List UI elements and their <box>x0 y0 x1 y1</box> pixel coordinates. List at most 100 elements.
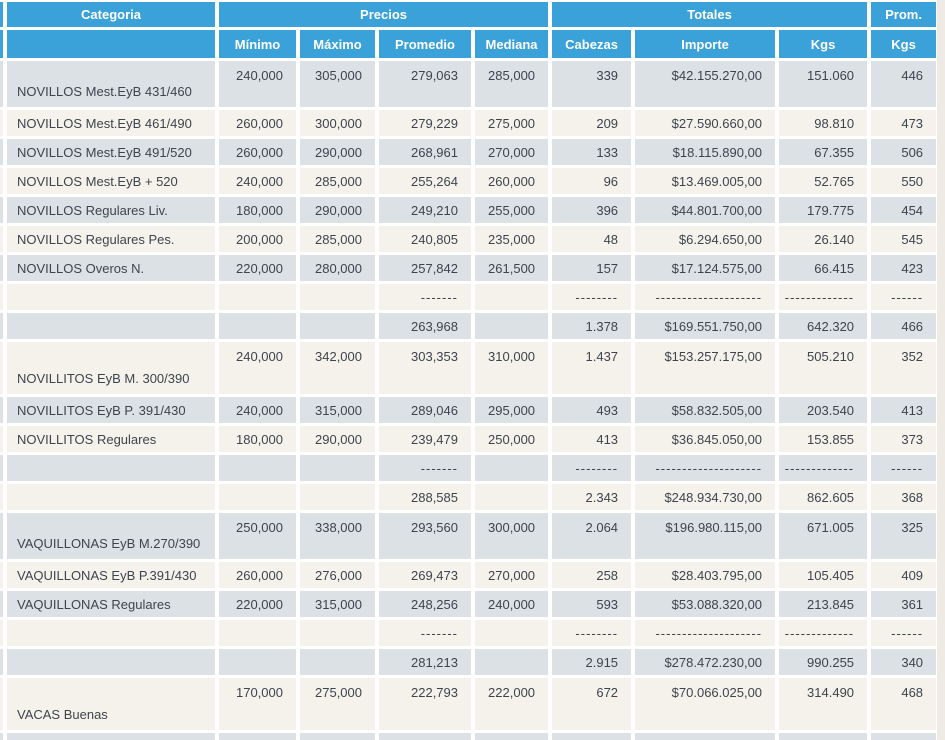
header-prom: Prom. <box>871 2 937 27</box>
cell-cabezas: 1.378 <box>552 313 632 339</box>
cell-promedio: 255,264 <box>379 168 471 194</box>
cell-mediana: 222,000 <box>475 678 549 730</box>
cell-mediana: 255,000 <box>475 197 549 223</box>
cell-cabezas: 339 <box>552 61 632 107</box>
separator-row: ------- -------- -------------------- -----… <box>0 620 937 646</box>
cell-minimo: 220,000 <box>219 591 296 617</box>
cell-cabezas: 209 <box>552 110 632 136</box>
cell-mediana: 310,000 <box>475 342 549 394</box>
cell-mediana: 270,000 <box>475 139 549 165</box>
cell-cabezas: 672 <box>552 678 632 730</box>
cell-minimo <box>219 313 296 339</box>
cell-prom-kgs: 340 <box>871 649 937 675</box>
table-edge-cell <box>0 226 3 252</box>
cell-importe: $17.124.575,00 <box>635 255 776 281</box>
cell-importe: -------------------- <box>635 284 776 310</box>
partial-row <box>0 733 937 740</box>
cell-kgs: 98.810 <box>779 110 868 136</box>
cell-maximo: 275,000 <box>300 678 375 730</box>
subtotal-row: 288,585 2.343 $248.934.730,00 862.605 368 <box>0 484 937 510</box>
cell-prom-kgs: 373 <box>871 426 937 452</box>
cell-cabezas: 157 <box>552 255 632 281</box>
cell-kgs: ------------- <box>779 284 868 310</box>
cell-prom-kgs: 454 <box>871 197 937 223</box>
cell-kgs: ------------- <box>779 455 868 481</box>
table-edge-cell <box>0 591 3 617</box>
cell-minimo <box>219 484 296 510</box>
cell-cabezas: 1.437 <box>552 342 632 394</box>
cell-importe: $278.472.230,00 <box>635 649 776 675</box>
table-edge-cell <box>0 620 3 646</box>
header-minimo: Mínimo <box>219 30 296 58</box>
table-edge-cell <box>0 426 3 452</box>
cell-maximo <box>300 313 375 339</box>
cell-maximo: 315,000 <box>300 397 375 423</box>
cell-promedio: 268,961 <box>379 139 471 165</box>
cell-prom-kgs: 325 <box>871 513 937 559</box>
cell-promedio: 293,560 <box>379 513 471 559</box>
header-precios: Precios <box>219 2 549 27</box>
cell-importe: $169.551.750,00 <box>635 313 776 339</box>
cell-importe: $70.066.025,00 <box>635 678 776 730</box>
cell-category: NOVILLOS Mest.EyB 461/490 <box>7 110 215 136</box>
cell-mediana: 240,000 <box>475 591 549 617</box>
table-row: NOVILLOS Mest.EyB 431/460 240,000 305,000 2… <box>0 61 937 107</box>
table-edge-cell <box>0 484 3 510</box>
cell-cabezas: 593 <box>552 591 632 617</box>
cell-prom-kgs: 446 <box>871 61 937 107</box>
cell-cabezas: 258 <box>552 562 632 588</box>
cell-cabezas: 96 <box>552 168 632 194</box>
cell-promedio: 248,256 <box>379 591 471 617</box>
cell-cabezas: 133 <box>552 139 632 165</box>
cell-cabezas: 413 <box>552 426 632 452</box>
cell-category: NOVILLOS Mest.EyB 431/460 <box>7 61 215 107</box>
cell-cabezas: -------- <box>552 620 632 646</box>
cell-mediana: 261,500 <box>475 255 549 281</box>
cell-kgs: 179.775 <box>779 197 868 223</box>
cell-maximo: 276,000 <box>300 562 375 588</box>
cell-importe: $28.403.795,00 <box>635 562 776 588</box>
cell-minimo: 240,000 <box>219 397 296 423</box>
table-edge-cell <box>0 284 3 310</box>
table-edge-cell <box>0 61 3 107</box>
cell-mediana <box>475 733 549 740</box>
header-columns-row: Mínimo Máximo Promedio Mediana Cabezas I… <box>0 30 937 58</box>
cell-maximo <box>300 284 375 310</box>
cell-category: VAQUILLONAS EyB M.270/390 <box>7 513 215 559</box>
header-mediana: Mediana <box>475 30 549 58</box>
cell-minimo <box>219 284 296 310</box>
cell-mediana <box>475 484 549 510</box>
cell-mediana <box>475 649 549 675</box>
cell-mediana <box>475 284 549 310</box>
cell-promedio: 289,046 <box>379 397 471 423</box>
cell-maximo: 290,000 <box>300 139 375 165</box>
cell-importe: $44.801.700,00 <box>635 197 776 223</box>
cell-importe: $13.469.005,00 <box>635 168 776 194</box>
cell-maximo: 342,000 <box>300 342 375 394</box>
cell-minimo: 180,000 <box>219 197 296 223</box>
header-maximo: Máximo <box>300 30 375 58</box>
cell-minimo: 260,000 <box>219 562 296 588</box>
table-row: NOVILLOS Regulares Liv. 180,000 290,000 249… <box>0 197 937 223</box>
cell-category: NOVILLOS Regulares Liv. <box>7 197 215 223</box>
table-header: Categoria Precios Totales Prom. Mínimo M… <box>0 2 937 58</box>
cell-cabezas: -------- <box>552 455 632 481</box>
cell-category <box>7 284 215 310</box>
header-promedio: Promedio <box>379 30 471 58</box>
table-row: NOVILLOS Mest.EyB + 520 240,000 285,000 255… <box>0 168 937 194</box>
separator-row: ------- -------- -------------------- -----… <box>0 455 937 481</box>
cell-maximo: 338,000 <box>300 513 375 559</box>
separator-row: ------- -------- -------------------- -----… <box>0 284 937 310</box>
cell-maximo: 280,000 <box>300 255 375 281</box>
cell-category <box>7 484 215 510</box>
cell-minimo: 260,000 <box>219 139 296 165</box>
cell-maximo <box>300 484 375 510</box>
cell-maximo <box>300 733 375 740</box>
table-edge-cell <box>0 110 3 136</box>
cell-kgs: 642.320 <box>779 313 868 339</box>
header-importe: Importe <box>635 30 776 58</box>
cell-promedio: 239,479 <box>379 426 471 452</box>
table-row: VAQUILLONAS EyB M.270/390 250,000 338,000 2… <box>0 513 937 559</box>
